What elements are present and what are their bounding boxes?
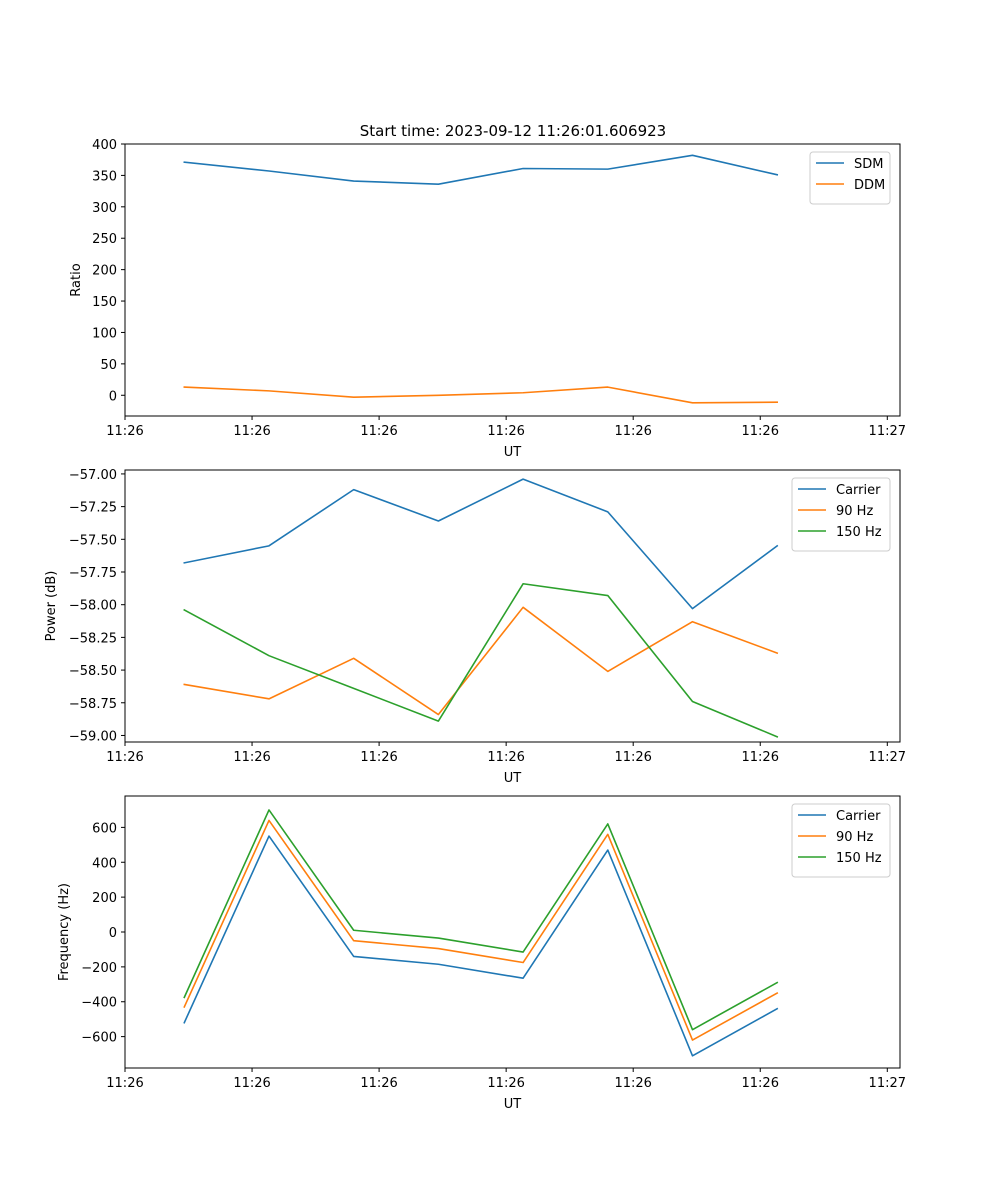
x-tick-label: 11:26 — [360, 424, 397, 439]
legend-box — [791, 803, 891, 878]
legend-label: Carrier — [836, 809, 881, 824]
x-tick-label: 11:26 — [614, 1076, 651, 1091]
y-tick-label: −57.75 — [69, 566, 117, 581]
x-tick-label: 11:27 — [869, 424, 906, 439]
x-tick-label: 11:26 — [487, 750, 524, 765]
y-tick-label: −58.00 — [69, 599, 117, 614]
x-tick-label: 11:26 — [233, 750, 270, 765]
legend: Carrier 90 Hz 150 Hz — [791, 803, 891, 878]
axes-frame — [124, 795, 901, 1069]
series-line-150-hz — [183, 809, 779, 1031]
y-tick-label: 300 — [92, 201, 117, 216]
x-tick-label: 11:26 — [487, 424, 524, 439]
x-tick-label: 11:26 — [106, 750, 143, 765]
axes-frame — [124, 469, 901, 743]
y-tick-label: −59.00 — [69, 729, 117, 744]
x-tick-label: 11:26 — [614, 750, 651, 765]
legend: SDM DDM — [809, 151, 891, 205]
x-tick-label: 11:27 — [869, 1076, 906, 1091]
series-line-150-hz — [183, 582, 779, 738]
x-tick-label: 11:27 — [869, 750, 906, 765]
x-tick-label: 11:26 — [360, 750, 397, 765]
series-line-sdm — [183, 154, 779, 185]
y-tick-label: 100 — [92, 326, 117, 341]
x-tick-label: 11:26 — [233, 1076, 270, 1091]
figure-title: Start time: 2023-09-12 11:26:01.606923 — [360, 122, 666, 140]
y-tick-label: −57.50 — [69, 533, 117, 548]
x-tick-label: 11:26 — [487, 1076, 524, 1091]
axes-frame — [124, 143, 901, 417]
series-line-carrier — [183, 478, 779, 610]
legend-label: 90 Hz — [836, 504, 873, 519]
y-tick-label: 200 — [92, 891, 117, 906]
y-axis-label: Ratio — [69, 263, 84, 296]
series-line-90-hz — [183, 606, 779, 716]
legend-label: SDM — [854, 157, 883, 172]
y-tick-label: 0 — [109, 389, 117, 404]
y-tick-label: 50 — [100, 358, 117, 373]
y-tick-label: 0 — [109, 926, 117, 941]
subplot-frequency: 11:26 11:26 11:26 11:26 11:26 11:26 11:27 −600 −… — [57, 795, 906, 1112]
legend-box — [791, 477, 891, 552]
y-tick-label: −58.75 — [69, 697, 117, 712]
y-tick-label: −200 — [81, 961, 117, 976]
y-tick-label: 600 — [92, 821, 117, 836]
y-tick-label: −400 — [81, 996, 117, 1011]
y-tick-label: 250 — [92, 232, 117, 247]
x-tick-label: 11:26 — [742, 1076, 779, 1091]
x-axis-label: UT — [504, 771, 522, 786]
x-tick-label: 11:26 — [106, 1076, 143, 1091]
y-tick-label: −58.25 — [69, 631, 117, 646]
series-line-carrier — [183, 835, 779, 1057]
subplot-ratio: 11:26 11:26 11:26 11:26 11:26 11:26 11:27 0 50 10… — [69, 138, 906, 460]
series-line-90-hz — [183, 819, 779, 1041]
legend-box — [809, 151, 891, 205]
y-tick-label: −58.50 — [69, 664, 117, 679]
legend-label: 150 Hz — [836, 851, 882, 866]
legend-label: Carrier — [836, 483, 881, 498]
y-axis-label: Frequency (Hz) — [57, 883, 72, 981]
y-tick-label: 350 — [92, 169, 117, 184]
x-tick-label: 11:26 — [106, 424, 143, 439]
subplot-power: 11:26 11:26 11:26 11:26 11:26 11:26 11:27 −59.0… — [44, 468, 906, 786]
y-tick-label: −57.00 — [69, 468, 117, 483]
y-axis-label: Power (dB) — [44, 571, 59, 642]
y-tick-label: 400 — [92, 856, 117, 871]
x-tick-label: 11:26 — [360, 1076, 397, 1091]
x-axis-label: UT — [504, 1097, 522, 1112]
x-tick-label: 11:26 — [233, 424, 270, 439]
x-tick-label: 11:26 — [614, 424, 651, 439]
legend-label: DDM — [854, 178, 885, 193]
series-line-ddm — [183, 386, 778, 404]
y-tick-label: 200 — [92, 264, 117, 279]
x-axis-label: UT — [504, 445, 522, 460]
legend-label: 150 Hz — [836, 525, 882, 540]
y-tick-label: −57.25 — [69, 501, 117, 516]
legend: Carrier 90 Hz 150 Hz — [791, 477, 891, 552]
y-tick-label: 150 — [92, 295, 117, 310]
y-tick-label: 400 — [92, 138, 117, 153]
y-tick-label: −600 — [81, 1031, 117, 1046]
x-tick-label: 11:26 — [742, 424, 779, 439]
x-tick-label: 11:26 — [742, 750, 779, 765]
legend-label: 90 Hz — [836, 830, 873, 845]
